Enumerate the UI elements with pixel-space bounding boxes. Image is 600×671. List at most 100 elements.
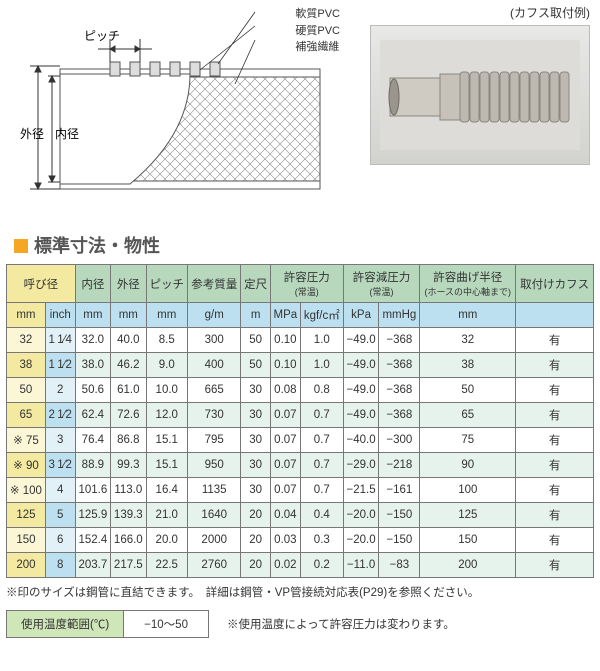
cell-mpa: 0.08 xyxy=(270,378,300,403)
cell-bend: 150 xyxy=(420,528,516,553)
cell-inch: 4 xyxy=(45,478,75,503)
cell-mm: ※ 90 xyxy=(7,453,46,478)
cell-inch: 1 1⁄2 xyxy=(45,353,75,378)
hdr-size: 呼び径 xyxy=(7,265,76,303)
orange-square-icon xyxy=(14,239,28,253)
cell-mm: ※ 75 xyxy=(7,428,46,453)
cell-bend: 125 xyxy=(420,503,516,528)
table-row: 1506152.4166.020.02000200.030.3−20.0−150… xyxy=(7,528,594,553)
unit-mm: mm xyxy=(7,303,46,328)
cell-cuff: 有 xyxy=(516,503,594,528)
unit-id: mm xyxy=(75,303,110,328)
hdr-vacuum: 許容減圧力(常温) xyxy=(343,265,420,303)
cell-kpa: −21.5 xyxy=(343,478,379,503)
cell-inch: 2 xyxy=(45,378,75,403)
cell-od: 40.0 xyxy=(111,328,146,353)
cell-mm: ※ 100 xyxy=(7,478,46,503)
cell-kpa: −20.0 xyxy=(343,528,379,553)
cell-kgf: 0.7 xyxy=(300,478,343,503)
cell-od: 99.3 xyxy=(111,453,146,478)
cell-len: 30 xyxy=(241,378,270,403)
cell-mass: 300 xyxy=(187,328,241,353)
cell-mpa: 0.07 xyxy=(270,403,300,428)
cross-section-diagram: ピッチ 外径 内径 軟質PVC 硬質PVC xyxy=(10,4,360,214)
cell-kpa: −11.0 xyxy=(343,553,379,578)
cell-kpa: −20.0 xyxy=(343,503,379,528)
hdr-od: 外径 xyxy=(111,265,146,303)
cell-id: 76.4 xyxy=(75,428,110,453)
cell-mm: 50 xyxy=(7,378,46,403)
cell-kpa: −40.0 xyxy=(343,428,379,453)
cell-kgf: 1.0 xyxy=(300,353,343,378)
cell-mmhg: −83 xyxy=(379,553,420,578)
cell-inch: 2 1⁄2 xyxy=(45,403,75,428)
unit-len: m xyxy=(241,303,270,328)
cell-bend: 100 xyxy=(420,478,516,503)
hdr-cuffs: 取付けカフス xyxy=(516,265,594,303)
cell-len: 50 xyxy=(241,353,270,378)
cell-bend: 50 xyxy=(420,378,516,403)
cell-mass: 400 xyxy=(187,353,241,378)
section-title: 標準寸法・物性 xyxy=(14,232,600,258)
cuffs-photo xyxy=(370,25,590,165)
cell-cuff: 有 xyxy=(516,528,594,553)
cell-pitch: 20.0 xyxy=(146,528,187,553)
cell-kgf: 0.7 xyxy=(300,403,343,428)
hdr-id: 内径 xyxy=(75,265,110,303)
spec-table: 呼び径 内径 外径 ピッチ 参考質量 定尺 許容圧力(常温) 許容減圧力(常温)… xyxy=(6,264,594,578)
cell-mpa: 0.07 xyxy=(270,428,300,453)
cell-len: 20 xyxy=(241,553,270,578)
cell-od: 217.5 xyxy=(111,553,146,578)
cell-kgf: 0.2 xyxy=(300,553,343,578)
cell-mass: 2760 xyxy=(187,553,241,578)
cell-od: 139.3 xyxy=(111,503,146,528)
cell-kgf: 0.8 xyxy=(300,378,343,403)
cell-id: 203.7 xyxy=(75,553,110,578)
cell-mpa: 0.03 xyxy=(270,528,300,553)
cell-bend: 32 xyxy=(420,328,516,353)
legend-soft-pvc: 軟質PVC xyxy=(295,6,340,23)
cell-mass: 795 xyxy=(187,428,241,453)
cell-inch: 3 1⁄2 xyxy=(45,453,75,478)
cell-cuff: 有 xyxy=(516,478,594,503)
cell-mmhg: −368 xyxy=(379,378,420,403)
cell-od: 113.0 xyxy=(111,478,146,503)
cell-mmhg: −368 xyxy=(379,328,420,353)
cell-mpa: 0.04 xyxy=(270,503,300,528)
cell-kgf: 0.7 xyxy=(300,428,343,453)
cell-mmhg: −218 xyxy=(379,453,420,478)
cell-id: 38.0 xyxy=(75,353,110,378)
cell-mass: 950 xyxy=(187,453,241,478)
cell-mmhg: −368 xyxy=(379,403,420,428)
hdr-pressure: 許容圧力(常温) xyxy=(270,265,343,303)
cell-cuff: 有 xyxy=(516,378,594,403)
cell-pitch: 15.1 xyxy=(146,453,187,478)
cell-mmhg: −150 xyxy=(379,528,420,553)
unit-mass: g/m xyxy=(187,303,241,328)
cell-pitch: 15.1 xyxy=(146,428,187,453)
temp-note: ※使用温度によって許容圧力は変わります。 xyxy=(227,616,455,632)
cell-mass: 1640 xyxy=(187,503,241,528)
cell-kpa: −49.0 xyxy=(343,328,379,353)
table-row: ※ 1004101.6113.016.41135300.070.7−21.5−1… xyxy=(7,478,594,503)
cell-len: 30 xyxy=(241,428,270,453)
cell-mpa: 0.10 xyxy=(270,328,300,353)
cell-pitch: 22.5 xyxy=(146,553,187,578)
cell-pitch: 12.0 xyxy=(146,403,187,428)
cell-id: 88.9 xyxy=(75,453,110,478)
table-row: 2008203.7217.522.52760200.020.2−11.0−832… xyxy=(7,553,594,578)
cell-mass: 730 xyxy=(187,403,241,428)
unit-kgf: kgf/c㎡ xyxy=(300,303,343,328)
legend-fiber: 補強繊維 xyxy=(295,39,340,56)
cell-bend: 75 xyxy=(420,428,516,453)
unit-kpa: kPa xyxy=(343,303,379,328)
cell-kgf: 1.0 xyxy=(300,328,343,353)
cell-len: 20 xyxy=(241,528,270,553)
cell-kgf: 0.4 xyxy=(300,503,343,528)
cell-mpa: 0.10 xyxy=(270,353,300,378)
cell-mmhg: −300 xyxy=(379,428,420,453)
cell-len: 50 xyxy=(241,328,270,353)
cell-inch: 5 xyxy=(45,503,75,528)
cell-len: 30 xyxy=(241,403,270,428)
cell-pitch: 10.0 xyxy=(146,378,187,403)
